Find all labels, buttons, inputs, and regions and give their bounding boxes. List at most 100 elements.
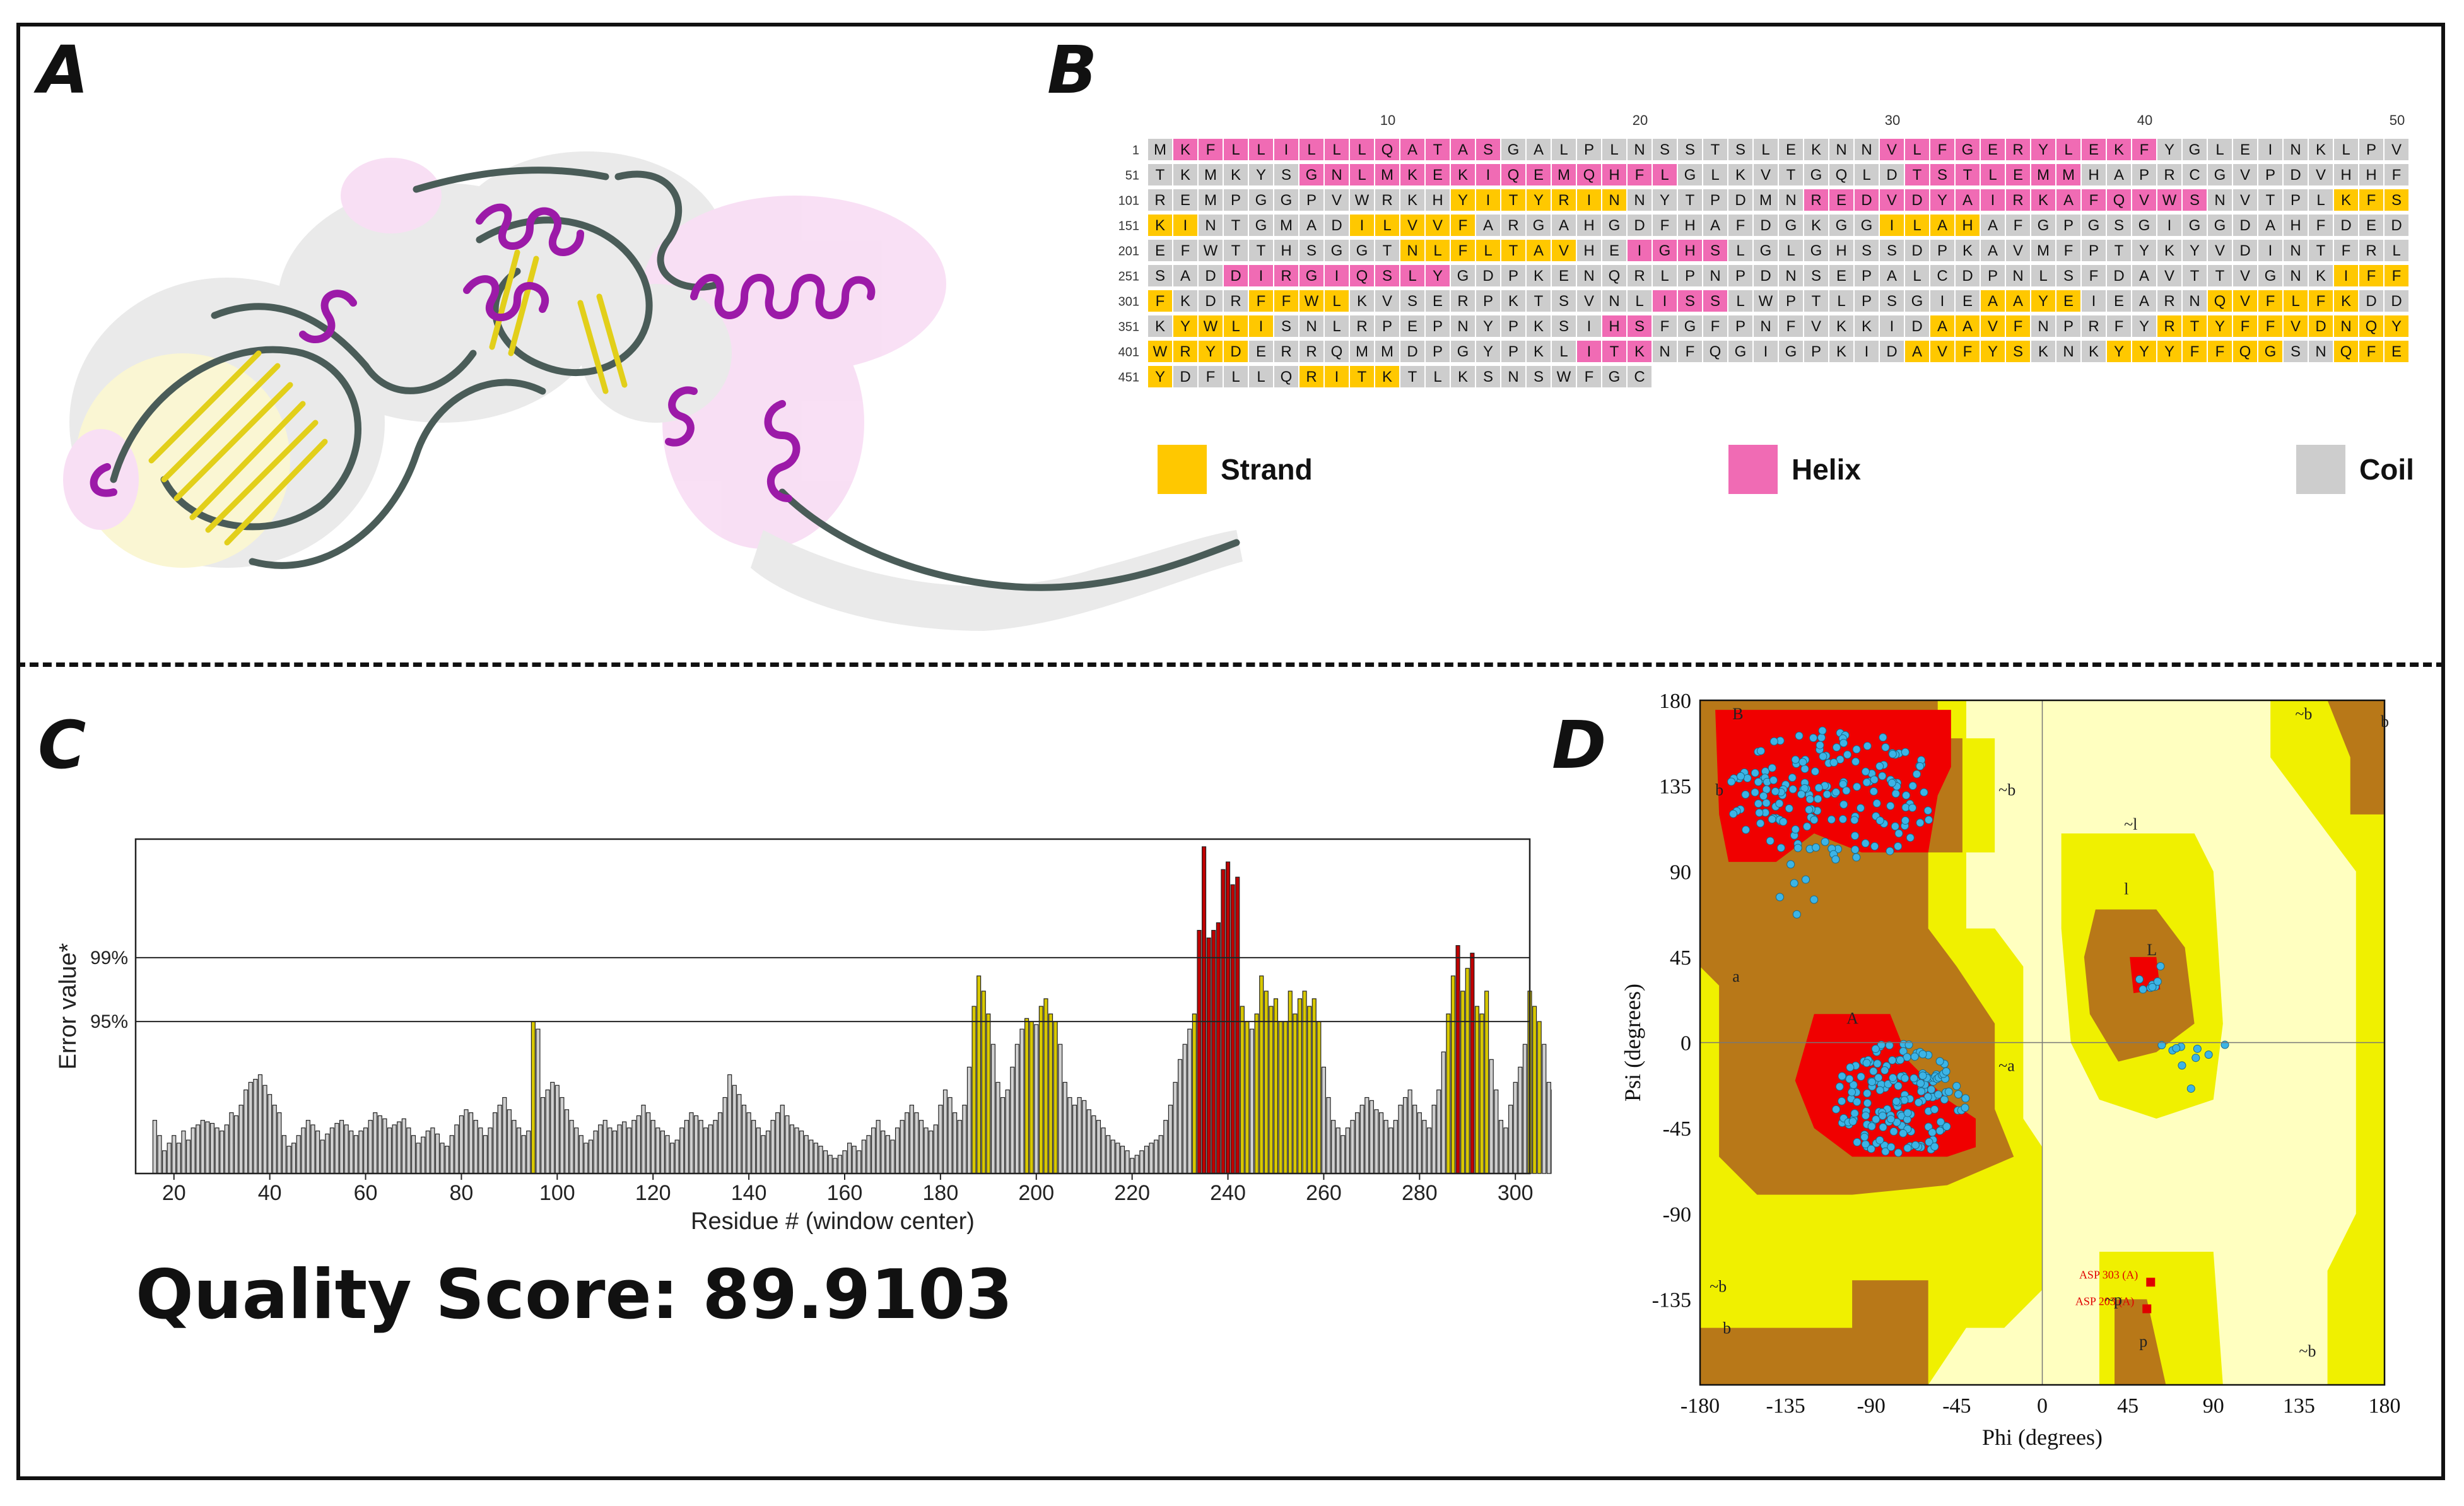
residue-cell: [1728, 164, 1752, 185]
error-bar: [1302, 991, 1307, 1174]
residue-cell: [2258, 189, 2282, 211]
residue-cell: [1501, 290, 1525, 312]
residue-point: [1850, 816, 1859, 825]
residue-cell: [1527, 139, 1551, 160]
residue-letter: E: [1609, 242, 1619, 259]
panel-label-c: C: [38, 707, 86, 784]
error-bar: [1431, 1104, 1436, 1174]
residue-cell: [1501, 139, 1525, 160]
residue-letter: S: [2291, 343, 2301, 360]
residue-letter: F: [2089, 192, 2099, 209]
residue-cell: [2183, 290, 2207, 312]
residue-letter: S: [1685, 141, 1695, 158]
residue-point: [1835, 1082, 1844, 1091]
residue-cell: [2334, 139, 2358, 160]
residue-point: [1961, 1094, 1970, 1103]
x-tick-label: 160: [827, 1181, 863, 1205]
residue-letter: I: [1259, 268, 1264, 285]
residue-cell: [2258, 240, 2282, 261]
residue-cell: [1224, 215, 1248, 236]
residue-letter: N: [1836, 141, 1846, 158]
residue-cell: [1274, 341, 1298, 362]
ramachandran-plot: ASP 303 (A)ASP 203 (A) Bb ~baA~a~llL~b b~b…: [1620, 690, 2401, 1450]
residue-point: [1817, 733, 1826, 742]
error-bar: [291, 1143, 296, 1174]
residue-cell: [1678, 315, 1702, 337]
error-bar: [598, 1124, 603, 1174]
error-bar: [382, 1118, 387, 1174]
residue-letter: D: [1735, 192, 1745, 209]
residue-cell: [2233, 265, 2257, 286]
residue-cell: [1678, 290, 1702, 312]
residue-cell: [2208, 164, 2232, 185]
residue-cell: [2284, 290, 2308, 312]
residue-cell: [2056, 341, 2080, 362]
residue-cell: [2208, 290, 2232, 312]
error-bar: [684, 1120, 689, 1174]
residue-cell: [1400, 240, 1424, 261]
error-bar: [1072, 1104, 1077, 1174]
error-bar: [588, 1139, 594, 1174]
residue-point: [1908, 803, 1917, 812]
error-bar: [220, 1130, 225, 1174]
residue-point: [1832, 743, 1841, 752]
ruler-tick-label: 10: [1380, 112, 1395, 128]
residue-cell: [2309, 139, 2333, 160]
residue-letter: P: [1811, 343, 1821, 360]
error-bar: [1326, 1097, 1331, 1174]
residue-letter: F: [1181, 242, 1190, 259]
residue-letter: N: [1457, 318, 1468, 335]
residue-letter: T: [1786, 167, 1796, 184]
residue-cell: [1224, 315, 1248, 337]
residue-cell: [1350, 189, 1374, 211]
error-bar: [794, 1127, 799, 1174]
allowed-region: [1700, 1280, 1928, 1385]
legend-coil: Coil: [2296, 445, 2414, 494]
error-bar: [1350, 1120, 1355, 1174]
residue-point: [1889, 1127, 1898, 1136]
residue-letter: A: [1180, 268, 1190, 285]
residue-cell: [1930, 215, 1954, 236]
residue-letter: Q: [1710, 343, 1722, 360]
error-bar: [1125, 1150, 1130, 1174]
residue-point: [1902, 791, 1911, 800]
residue-cell: [1451, 341, 1475, 362]
residue-cell: [2056, 189, 2080, 211]
residue-letter: L: [1231, 141, 1240, 158]
residue-letter: L: [2316, 192, 2325, 209]
residue-point: [1838, 1072, 1846, 1081]
residue-cell: [2309, 265, 2333, 286]
residue-letter: E: [2366, 217, 2376, 234]
error-bar: [162, 1150, 167, 1174]
residue-cell: [2284, 215, 2308, 236]
residue-cell: [1653, 265, 1677, 286]
error-bar: [449, 1135, 454, 1174]
error-bar: [622, 1121, 627, 1174]
residue-letter: V: [1761, 167, 1771, 184]
region-label: b: [1715, 781, 1723, 799]
residue-cell: [1249, 215, 1273, 236]
error-bar: [905, 1112, 910, 1174]
residue-point: [1852, 853, 1861, 862]
residue-letter: I: [2092, 293, 2096, 310]
error-bar: [1484, 991, 1489, 1174]
residue-letter: A: [1988, 217, 1998, 234]
residue-letter: I: [1486, 167, 1491, 184]
residue-cell: [1350, 215, 1374, 236]
error-bar: [507, 1109, 512, 1174]
residue-cell: [1754, 215, 1778, 236]
figure-frame: [16, 23, 2445, 1480]
residue-cell: [1325, 265, 1349, 286]
residue-letter: T: [1358, 368, 1367, 385]
residue-cell: [1728, 240, 1752, 261]
residue-letter: P: [1483, 293, 1493, 310]
residue-cell: [1552, 189, 1576, 211]
residue-letter: M: [2062, 167, 2075, 184]
error-bar: [267, 1094, 273, 1174]
error-bar: [1029, 1021, 1034, 1174]
residue-cell: [1678, 189, 1702, 211]
y-tick-label: -45: [1663, 1117, 1691, 1141]
residue-point: [1891, 789, 1900, 798]
residue-letter: I: [1335, 368, 1339, 385]
